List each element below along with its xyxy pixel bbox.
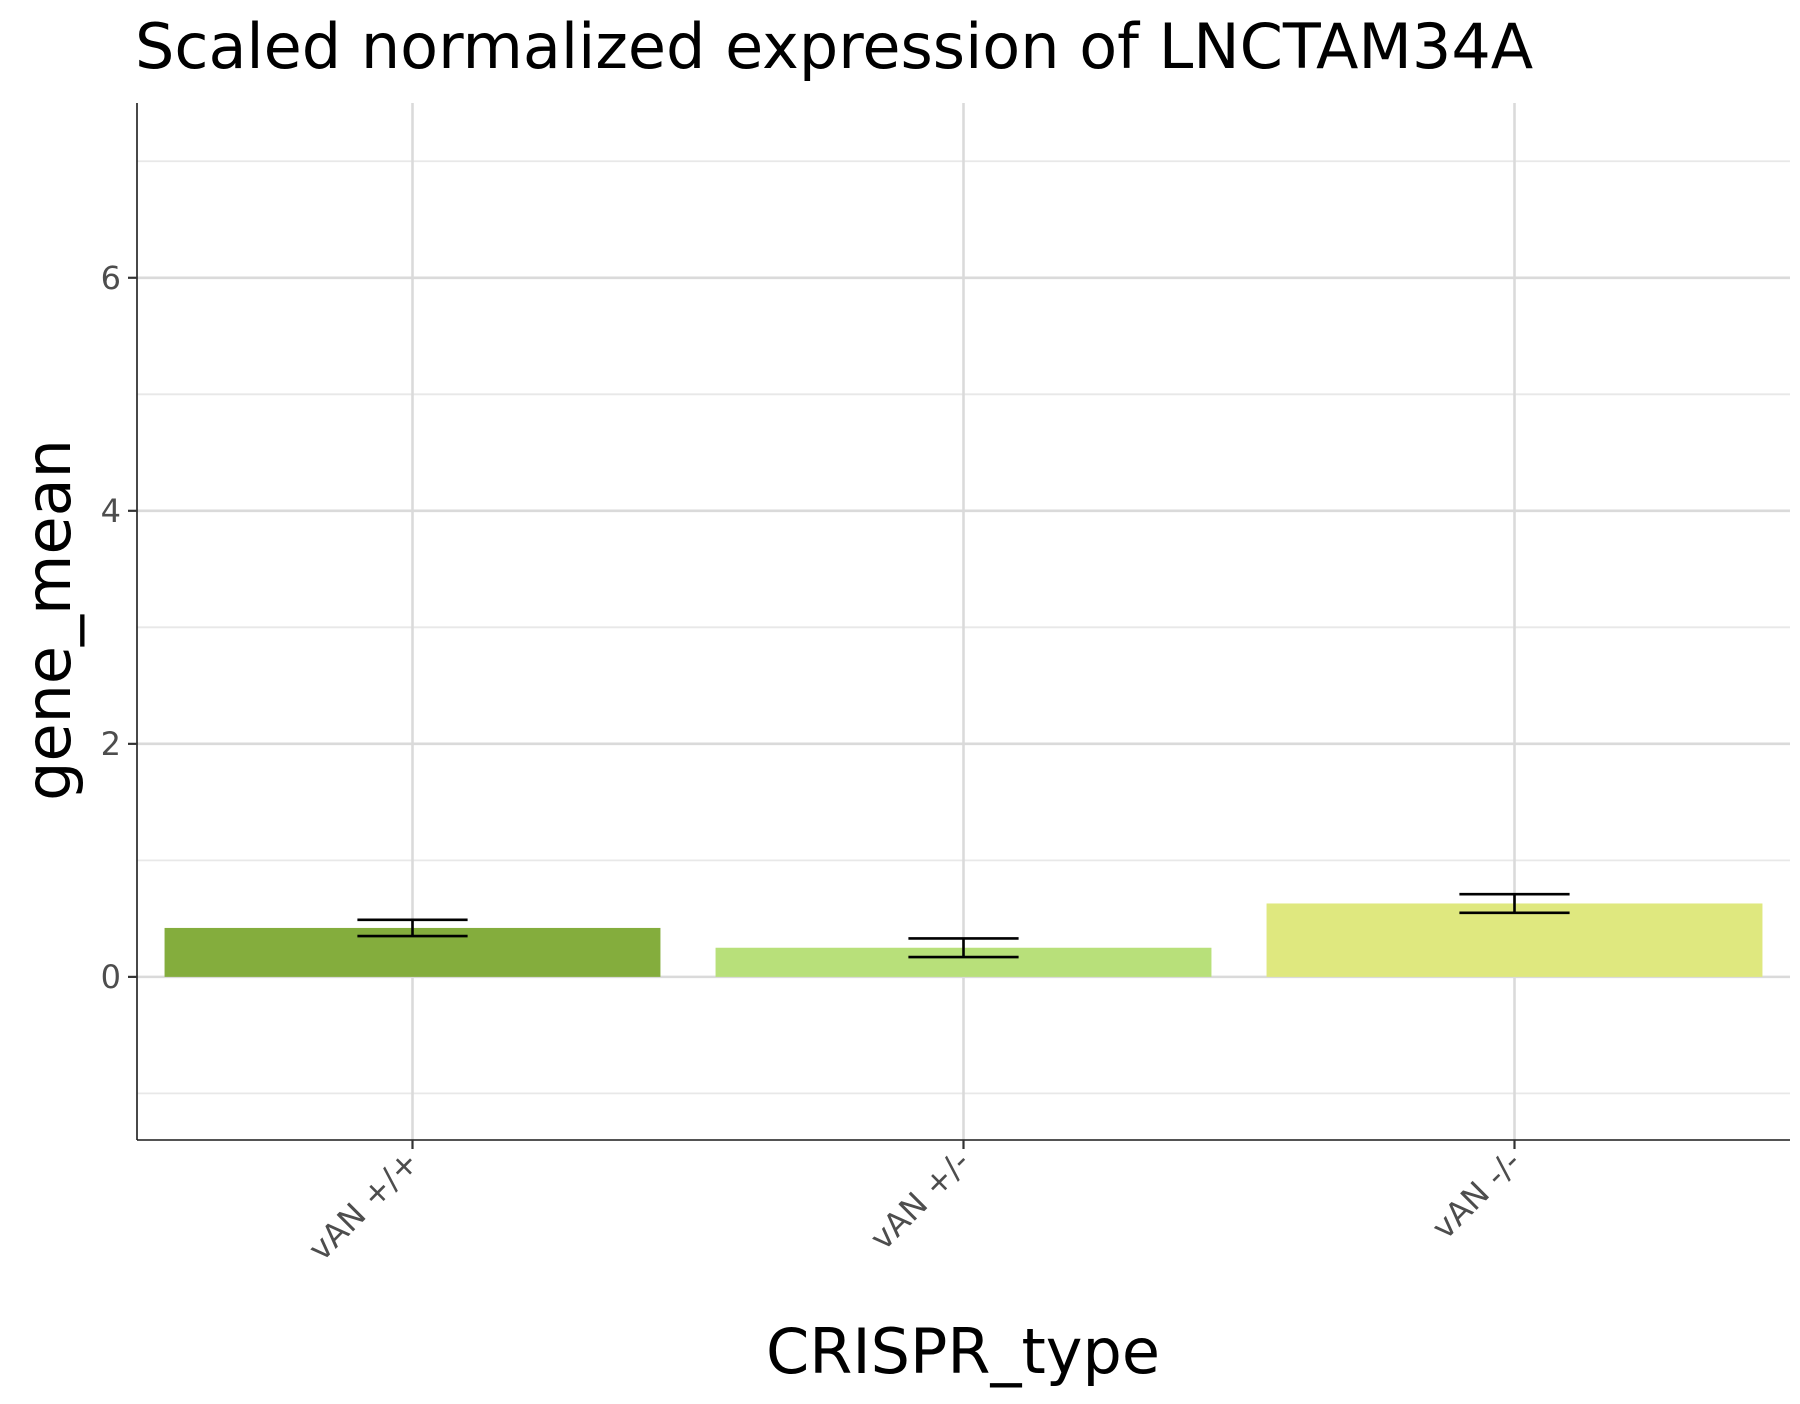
y-tick-label: 4 <box>101 492 121 530</box>
x-tick-label: vAN -/- <box>1424 1143 1528 1247</box>
y-axis-title: gene_mean <box>12 439 85 801</box>
y-tick-label: 0 <box>101 958 121 996</box>
grid-layer <box>137 103 1790 1140</box>
chart-title: Scaled normalized expression of LNCTAM34… <box>135 10 1533 83</box>
x-tick-label: vAN +/+ <box>301 1143 426 1268</box>
x-axis-title: CRISPR_type <box>766 1315 1160 1388</box>
x-tick-label: vAN +/- <box>863 1143 978 1258</box>
bar <box>1266 903 1763 977</box>
errorbar-layer <box>357 892 1570 959</box>
y-tick-label: 6 <box>101 259 121 297</box>
y-tick-label: 2 <box>101 725 121 763</box>
